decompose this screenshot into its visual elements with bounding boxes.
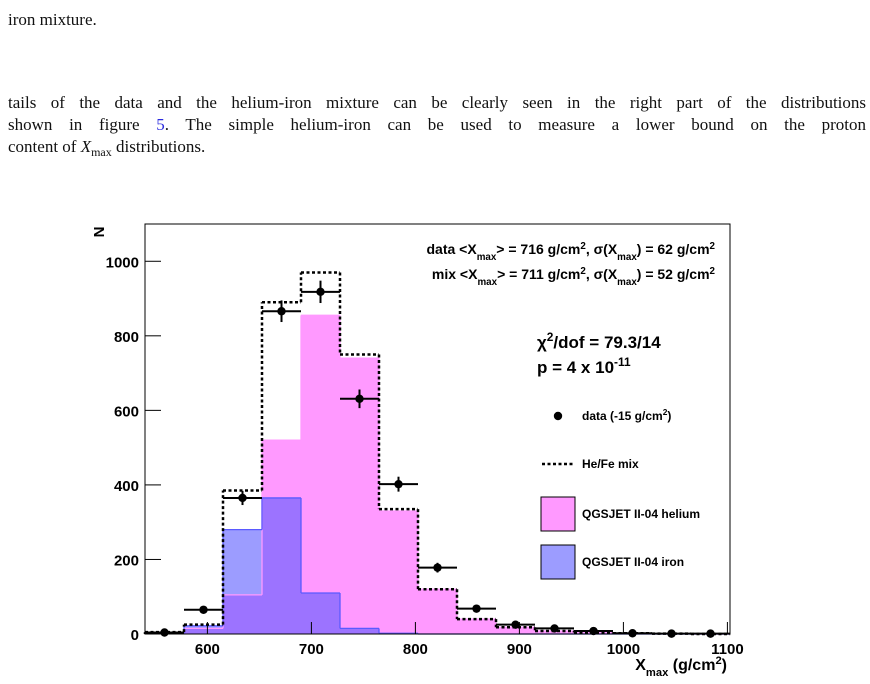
legend-swatch — [540, 544, 576, 580]
annotation: data <Xmax> = 716 g/cm2, σ(Xmax) = 62 g/… — [426, 241, 715, 263]
paragraph: tails of the data and the helium-iron mi… — [8, 92, 866, 159]
text-run: > = 716 g/cm — [496, 241, 580, 257]
histogram-bar — [301, 593, 340, 634]
y-axis-label: N — [91, 227, 108, 238]
histogram-bar — [340, 628, 379, 634]
histogram-bar — [379, 511, 418, 634]
text-run: 2 — [580, 241, 586, 252]
text-run: . The simple helium-iron can be used to … — [164, 115, 866, 134]
text-run: max — [477, 277, 497, 288]
text-run: shown in figure — [8, 115, 157, 134]
annotation: mix <Xmax> = 711 g/cm2, σ(Xmax) = 52 g/c… — [432, 266, 716, 288]
text-run: content of — [8, 137, 81, 156]
text-run: tails of the data and the helium-iron mi… — [8, 93, 866, 112]
y-tick-label: 800 — [114, 329, 139, 346]
text-run: -11 — [614, 355, 631, 369]
text-run: (g/cm — [668, 657, 715, 674]
histogram-bar — [262, 497, 301, 634]
legend-label: He/Fe mix — [582, 457, 639, 471]
y-tick-label: 600 — [114, 403, 139, 420]
data-point — [355, 394, 364, 404]
text-run: , σ(X — [586, 241, 618, 257]
text-run: χ — [537, 333, 547, 352]
y-tick-label: 400 — [114, 478, 139, 495]
x-tick-label: 900 — [507, 641, 532, 658]
data-point — [316, 287, 325, 297]
legend-label: QGSJET II-04 iron — [582, 555, 684, 569]
y-tick-label: 0 — [131, 627, 139, 644]
text-run: ) = 62 g/cm — [637, 241, 710, 257]
histogram-bar — [184, 625, 223, 634]
x-tick-label: 600 — [195, 641, 220, 658]
text-fragment: iron mixture. — [8, 9, 866, 31]
histogram-bar — [223, 529, 262, 634]
text-run: ) = 52 g/cm — [637, 266, 710, 282]
text-run: data (-15 g/cm — [582, 409, 663, 423]
text-run: ) — [667, 409, 671, 423]
text-run: > = 711 g/cm — [497, 266, 580, 282]
text-run: X — [80, 137, 92, 156]
text-run: max — [646, 667, 669, 679]
text-run: 2 — [715, 655, 721, 667]
data-point — [433, 563, 442, 572]
histogram-bar — [457, 619, 496, 634]
annotation: p = 4 x 10-11 — [537, 355, 631, 377]
text-run: data <X — [426, 241, 477, 257]
x-tick-label: 800 — [403, 641, 428, 658]
text-run: max — [91, 145, 112, 159]
data-point — [472, 604, 481, 613]
data-point — [628, 629, 637, 638]
x-tick-label: 1100 — [711, 641, 744, 658]
text-run: max — [617, 252, 637, 263]
text-line: shown in figure 5. The simple helium-iro… — [8, 114, 866, 136]
plot-frame — [144, 223, 731, 635]
x-tick-label: 1000 — [607, 641, 640, 658]
text-run: 2 — [710, 241, 716, 252]
y-tick-label: 1000 — [106, 254, 139, 271]
data-point — [238, 493, 247, 503]
data-point — [394, 479, 403, 489]
text-run: /dof = 79.3/14 — [553, 333, 661, 352]
text-line: tails of the data and the helium-iron mi… — [8, 92, 866, 114]
legend-label: data (-15 g/cm2) — [582, 407, 671, 423]
text-run: max — [617, 277, 637, 288]
annotation: χ2/dof = 79.3/14 — [537, 330, 661, 352]
text-line: iron mixture. — [8, 10, 97, 29]
figure-link[interactable]: 5 — [156, 115, 165, 134]
text-run: X — [635, 657, 646, 674]
data-point — [199, 605, 208, 614]
text-run: , σ(X — [586, 266, 618, 282]
text-run: 2 — [710, 266, 716, 277]
text-run: max — [477, 252, 497, 263]
histogram-bar — [301, 315, 340, 634]
legend-marker — [553, 411, 563, 421]
text-run: ) — [722, 657, 727, 674]
y-tick-label: 200 — [114, 552, 139, 569]
x-tick-label: 700 — [299, 641, 324, 658]
text-run: distributions. — [111, 137, 206, 156]
data-point — [550, 624, 559, 633]
data-point — [589, 626, 598, 636]
data-point — [511, 620, 520, 629]
legend-swatch — [540, 496, 576, 532]
histogram-bar — [418, 589, 457, 634]
text-line: content of Xmax distributions. — [8, 136, 866, 159]
data-point — [160, 628, 169, 637]
text-run: 2 — [547, 330, 554, 344]
text-run: 2 — [580, 266, 586, 277]
text-run: p = 4 x 10 — [537, 358, 614, 377]
text-run: mix <X — [432, 266, 478, 282]
histogram-bar — [496, 627, 535, 634]
data-point — [277, 307, 286, 316]
x-axis-label: Xmax (g/cm2) — [635, 655, 727, 679]
legend-label: QGSJET II-04 helium — [582, 507, 700, 521]
text-run: 2 — [663, 407, 668, 417]
